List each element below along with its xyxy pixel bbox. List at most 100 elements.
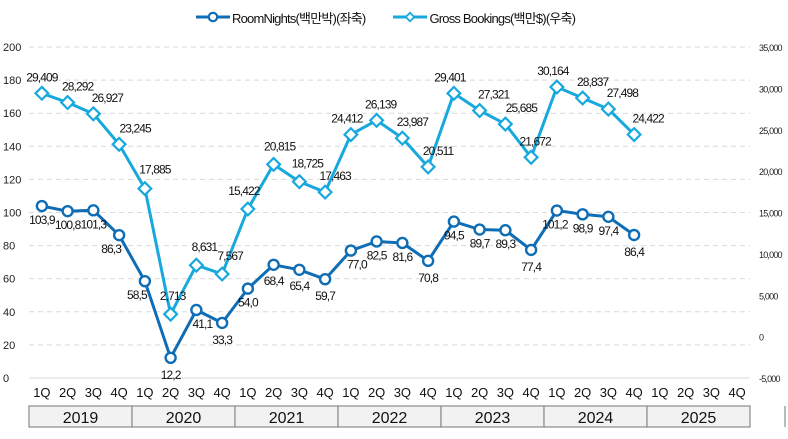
roomnights-point bbox=[550, 204, 564, 217]
gross-bookings-data-label: 28,292 bbox=[62, 80, 95, 94]
gross-bookings-point bbox=[317, 184, 334, 201]
roomnights-point bbox=[499, 224, 512, 237]
roomnights-data-label: 101,2 bbox=[542, 218, 569, 232]
gross-bookings-data-label: 24,422 bbox=[632, 112, 665, 126]
right-axis-tick-label: 25,000 bbox=[759, 126, 783, 136]
gross-bookings-data-label: 24,412 bbox=[331, 112, 364, 126]
roomnights-data-label: 103,9 bbox=[29, 213, 56, 227]
gross-bookings-data-label: 30,164 bbox=[537, 64, 570, 78]
roomnights-point bbox=[190, 303, 203, 317]
roomnights-data-label: 82,5 bbox=[367, 248, 388, 262]
gross-bookings-line bbox=[41, 85, 636, 316]
gross-bookings-point bbox=[600, 101, 617, 117]
x-axis-quarter-label: 1Q bbox=[651, 385, 668, 400]
gross-bookings-point bbox=[471, 102, 488, 119]
gross-bookings-point bbox=[574, 90, 591, 106]
roomnights-point bbox=[576, 208, 589, 221]
x-axis-quarter-label: 4Q bbox=[728, 385, 745, 400]
gross-bookings-data-label: 8,631 bbox=[192, 240, 219, 254]
x-axis-quarter-label: 2Q bbox=[574, 385, 591, 400]
x-axis-quarter-label: 1Q bbox=[445, 385, 462, 400]
roomnights-data-label: 41,1 bbox=[192, 317, 213, 331]
legend-label-roomnights: RoomNights(백만박)(좌축) bbox=[232, 10, 366, 26]
x-axis-quarter-label: 3Q bbox=[188, 385, 205, 400]
roomnights-data-label: 77,4 bbox=[521, 260, 542, 274]
gross-bookings-data-label: 18,725 bbox=[292, 157, 325, 171]
gross-bookings-point bbox=[265, 156, 282, 173]
x-axis-quarter-label: 2Q bbox=[368, 385, 385, 400]
x-axis-quarter-label: 4Q bbox=[110, 385, 127, 400]
gross-bookings-point bbox=[85, 105, 102, 122]
year-box bbox=[646, 405, 751, 428]
left-axis-tick-label: 20 bbox=[3, 340, 15, 352]
roomnights-point bbox=[344, 244, 358, 257]
left-axis-tick-label: 0 bbox=[3, 373, 9, 385]
gross-bookings-data-label: 7,567 bbox=[217, 249, 244, 263]
x-axis-quarter-label: 2Q bbox=[162, 385, 179, 400]
gross-bookings-data-label: 20,511 bbox=[423, 144, 455, 158]
x-axis-quarter-label: 2Q bbox=[59, 385, 76, 400]
x-axis-quarter-label: 3Q bbox=[600, 385, 617, 400]
x-axis-quarter-label: 3Q bbox=[394, 385, 411, 400]
right-axis-tick-label: 15,000 bbox=[759, 209, 783, 219]
gross-bookings-data-label: 23,245 bbox=[119, 121, 152, 135]
roomnights-data-label: 89,3 bbox=[495, 237, 516, 251]
right-axis-tick-label: 30,000 bbox=[759, 84, 783, 94]
gross-bookings-point bbox=[291, 173, 308, 190]
roomnights-point bbox=[215, 316, 229, 330]
gross-bookings-data-label: 26,139 bbox=[365, 97, 398, 111]
gross-bookings-data-label: 27,498 bbox=[607, 86, 640, 100]
roomnights-data-label: 12,2 bbox=[161, 368, 182, 382]
gross-bookings-data-label: 2,713 bbox=[160, 289, 187, 303]
left-axis-tick-label: 80 bbox=[3, 241, 15, 253]
gross-bookings-point bbox=[136, 180, 153, 197]
x-axis-year-label: 2020 bbox=[166, 410, 202, 427]
gross-bookings-point bbox=[111, 136, 128, 153]
roomnights-data-label: 68,4 bbox=[264, 274, 285, 288]
gross-bookings-point bbox=[420, 158, 437, 175]
x-axis-year-label: 2022 bbox=[372, 410, 408, 427]
gross-bookings-point bbox=[59, 94, 76, 111]
gross-bookings-data-label: 15,422 bbox=[228, 184, 261, 198]
roomnights-data-label: 101,3 bbox=[81, 217, 108, 231]
gross-bookings-point bbox=[239, 201, 256, 217]
gross-bookings-point bbox=[368, 112, 385, 129]
legend-item-roomnights: RoomNights(백만박)(좌축) bbox=[196, 8, 366, 27]
legend-label-gross-bookings: Gross Bookings(백만$)(우축) bbox=[429, 10, 576, 26]
roomnights-data-label: 98,9 bbox=[573, 221, 594, 235]
left-axis-tick-label: 100 bbox=[3, 208, 21, 220]
gross-bookings-data-label: 17,885 bbox=[139, 163, 172, 177]
x-axis-year-label: 2024 bbox=[578, 410, 614, 427]
left-axis-tick-label: 40 bbox=[3, 307, 15, 319]
roomnights-data-label: 54,0 bbox=[238, 296, 259, 310]
x-axis-quarter-label: 4Q bbox=[419, 385, 436, 400]
roomnights-point bbox=[87, 204, 100, 217]
roomnights-data-label: 86,3 bbox=[101, 242, 122, 256]
x-axis-quarter-label: 1Q bbox=[342, 385, 359, 400]
x-axis-quarter-label: 3Q bbox=[291, 385, 308, 400]
roomnights-point bbox=[164, 351, 177, 365]
gross-bookings-data-label: 23,987 bbox=[397, 115, 430, 129]
roomnights-data-label: 59,7 bbox=[315, 289, 336, 303]
x-axis-quarter-label: 1Q bbox=[239, 385, 256, 400]
roomnights-data-label: 77,0 bbox=[347, 258, 368, 272]
roomnights-point bbox=[293, 263, 306, 276]
gross-bookings-data-label: 26,927 bbox=[92, 91, 125, 105]
gross-bookings-point bbox=[445, 85, 462, 102]
gross-bookings-point bbox=[523, 149, 540, 166]
gross-bookings-point bbox=[214, 266, 231, 282]
roomnights-point bbox=[61, 204, 74, 218]
roomnights-point bbox=[602, 210, 615, 224]
roomnights-point bbox=[267, 258, 280, 271]
right-axis-tick-label: 35,000 bbox=[759, 43, 783, 53]
roomnights-point bbox=[447, 215, 461, 228]
left-axis-tick-label: 60 bbox=[3, 274, 15, 286]
x-axis-quarter-label: 2Q bbox=[265, 385, 282, 400]
right-axis-tick-label: 10,000 bbox=[759, 250, 783, 260]
gross-bookings-point bbox=[497, 116, 514, 133]
x-axis-quarter-label: 4Q bbox=[316, 385, 333, 400]
diamond-marker-icon bbox=[393, 11, 428, 23]
roomnights-data-label: 89,7 bbox=[470, 237, 491, 251]
roomnights-point bbox=[138, 274, 152, 288]
